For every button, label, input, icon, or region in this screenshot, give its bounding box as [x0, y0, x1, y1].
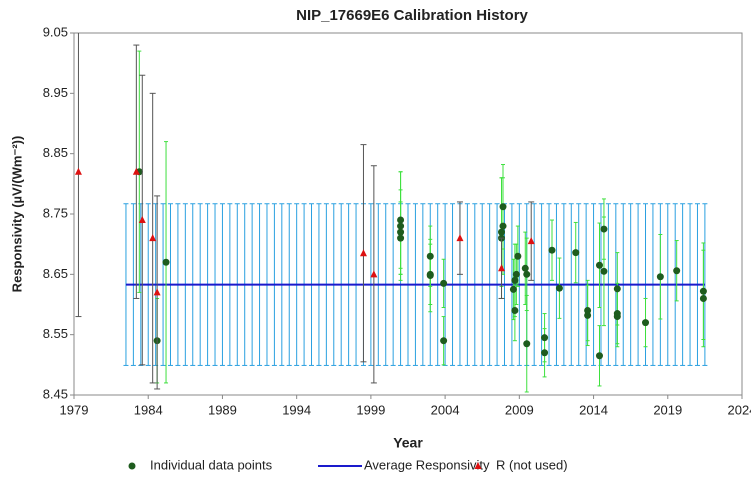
data-point: [699, 287, 707, 295]
x-tick-label: 1994: [282, 402, 311, 417]
data-point: [512, 270, 520, 278]
x-tick-label: 1999: [356, 402, 385, 417]
data-point: [511, 276, 519, 284]
x-tick-label: 2019: [653, 402, 682, 417]
data-point: [613, 285, 621, 293]
legend-label: Average Responsivity: [364, 457, 490, 472]
legend-label: Individual data points: [150, 457, 273, 472]
data-point: [584, 311, 592, 319]
x-tick-label: 1984: [134, 402, 163, 417]
data-point: [397, 234, 405, 242]
data-point: [499, 203, 507, 211]
legend-marker: [128, 462, 136, 470]
data-point: [541, 334, 549, 342]
triangle-point: [498, 264, 506, 272]
data-point: [541, 349, 549, 357]
data-point: [426, 252, 434, 260]
data-point: [397, 222, 405, 230]
y-tick-label: 8.45: [43, 386, 68, 401]
triangle-point: [370, 270, 378, 278]
data-point: [426, 272, 434, 280]
x-tick-label: 2014: [579, 402, 608, 417]
triangle-point: [153, 288, 161, 296]
data-point: [523, 270, 531, 278]
triangle-point: [138, 216, 146, 224]
y-tick-label: 8.55: [43, 326, 68, 341]
x-tick-label: 1979: [60, 402, 89, 417]
data-point: [523, 340, 531, 348]
triangle-point: [74, 167, 82, 175]
data-point: [595, 352, 603, 360]
data-point: [509, 285, 517, 293]
data-point: [440, 337, 448, 345]
data-point: [584, 307, 592, 315]
y-tick-label: 8.85: [43, 145, 68, 160]
data-point: [613, 313, 621, 321]
data-point: [514, 252, 522, 260]
data-point: [699, 294, 707, 302]
x-tick-label: 2009: [505, 402, 534, 417]
data-point: [572, 249, 580, 257]
plot-area: [74, 33, 708, 393]
data-point: [600, 225, 608, 233]
data-point: [498, 228, 506, 236]
y-axis-title: Responsivity (µV/(Wm⁻²)): [9, 136, 24, 293]
data-point: [600, 267, 608, 275]
chart-title: NIP_17669E6 Calibration History: [296, 7, 528, 24]
data-point: [397, 228, 405, 236]
triangle-point: [132, 167, 140, 175]
y-tick-label: 8.95: [43, 85, 68, 100]
data-point: [642, 319, 650, 327]
data-point: [555, 284, 563, 292]
y-tick-label: 9.05: [43, 24, 68, 39]
data-point: [397, 216, 405, 224]
data-point: [511, 307, 519, 315]
data-point: [521, 264, 529, 272]
data-point: [499, 222, 507, 230]
legend-marker: [474, 462, 482, 469]
x-axis-title: Year: [393, 435, 423, 451]
data-point: [162, 258, 170, 266]
legend-label: R (not used): [496, 457, 568, 472]
x-tick-label: 2004: [431, 402, 460, 417]
data-point: [673, 267, 681, 275]
triangle-point: [527, 237, 535, 245]
data-point: [440, 279, 448, 287]
y-tick-label: 8.65: [43, 266, 68, 281]
data-point: [656, 273, 664, 281]
data-point: [548, 246, 556, 254]
triangle-point: [359, 249, 367, 257]
y-tick-label: 8.75: [43, 205, 68, 220]
triangle-point: [149, 234, 157, 242]
triangle-point: [456, 234, 464, 242]
x-tick-label: 1989: [208, 402, 237, 417]
x-tick-label: 2024: [728, 402, 751, 417]
data-point: [595, 261, 603, 269]
